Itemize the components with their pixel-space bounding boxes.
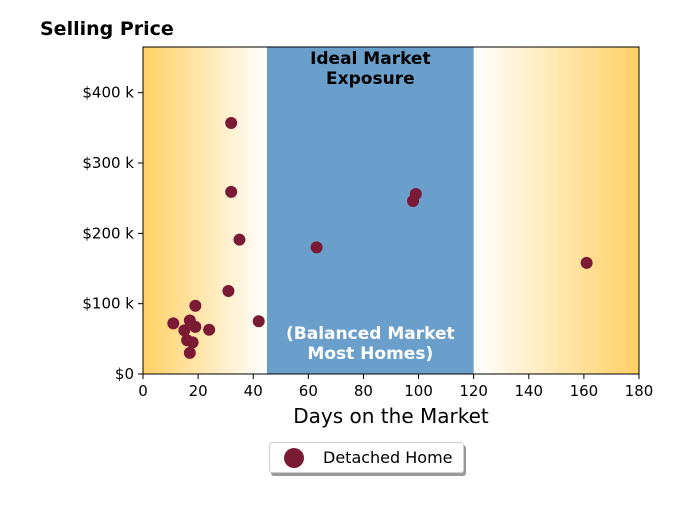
data-point	[580, 256, 593, 269]
ideal-exposure-label: Ideal Market	[310, 49, 431, 69]
data-point	[225, 116, 238, 129]
data-point	[186, 336, 199, 349]
gradient-region-right	[473, 47, 639, 374]
data-point	[178, 324, 191, 337]
data-point	[203, 323, 216, 336]
plot-frame	[142, 46, 640, 375]
data-point	[409, 187, 422, 200]
x-tick-label: 160	[570, 382, 599, 400]
y-tick-label: $0	[115, 365, 134, 383]
x-tick-label: 80	[354, 382, 373, 400]
data-point	[167, 317, 180, 330]
data-point	[189, 299, 202, 312]
y-tick-label: $100 k	[82, 295, 134, 313]
x-tick-label: 20	[189, 382, 208, 400]
x-tick-label: 0	[138, 382, 148, 400]
x-tick-label: 60	[299, 382, 318, 400]
legend-marker-detached-home	[284, 448, 304, 468]
ideal-exposure-region	[267, 47, 474, 374]
legend: Detached Home	[269, 442, 464, 473]
y-tick-label: $200 k	[82, 224, 134, 242]
data-point	[222, 285, 235, 298]
data-point	[233, 233, 246, 246]
data-point	[189, 320, 202, 333]
x-tick-label: 40	[244, 382, 263, 400]
legend-label-detached-home: Detached Home	[323, 448, 453, 467]
data-point	[310, 241, 323, 254]
x-axis-title: Days on the Market	[293, 404, 489, 428]
balanced-market-label: Most Homes)	[307, 344, 433, 364]
gradient-region-left	[143, 47, 267, 374]
x-tick-label: 180	[625, 382, 654, 400]
x-tick-label: 100	[404, 382, 433, 400]
ideal-exposure-label: Exposure	[326, 69, 415, 89]
y-axis-title: Selling Price	[40, 18, 174, 40]
x-tick-label: 140	[514, 382, 543, 400]
data-point	[183, 346, 196, 359]
data-point	[252, 315, 265, 328]
data-point	[225, 185, 238, 198]
balanced-market-label: (Balanced Market	[286, 324, 455, 344]
y-tick-label: $300 k	[82, 154, 134, 172]
y-tick-label: $400 k	[82, 84, 134, 102]
x-tick-label: 120	[459, 382, 488, 400]
